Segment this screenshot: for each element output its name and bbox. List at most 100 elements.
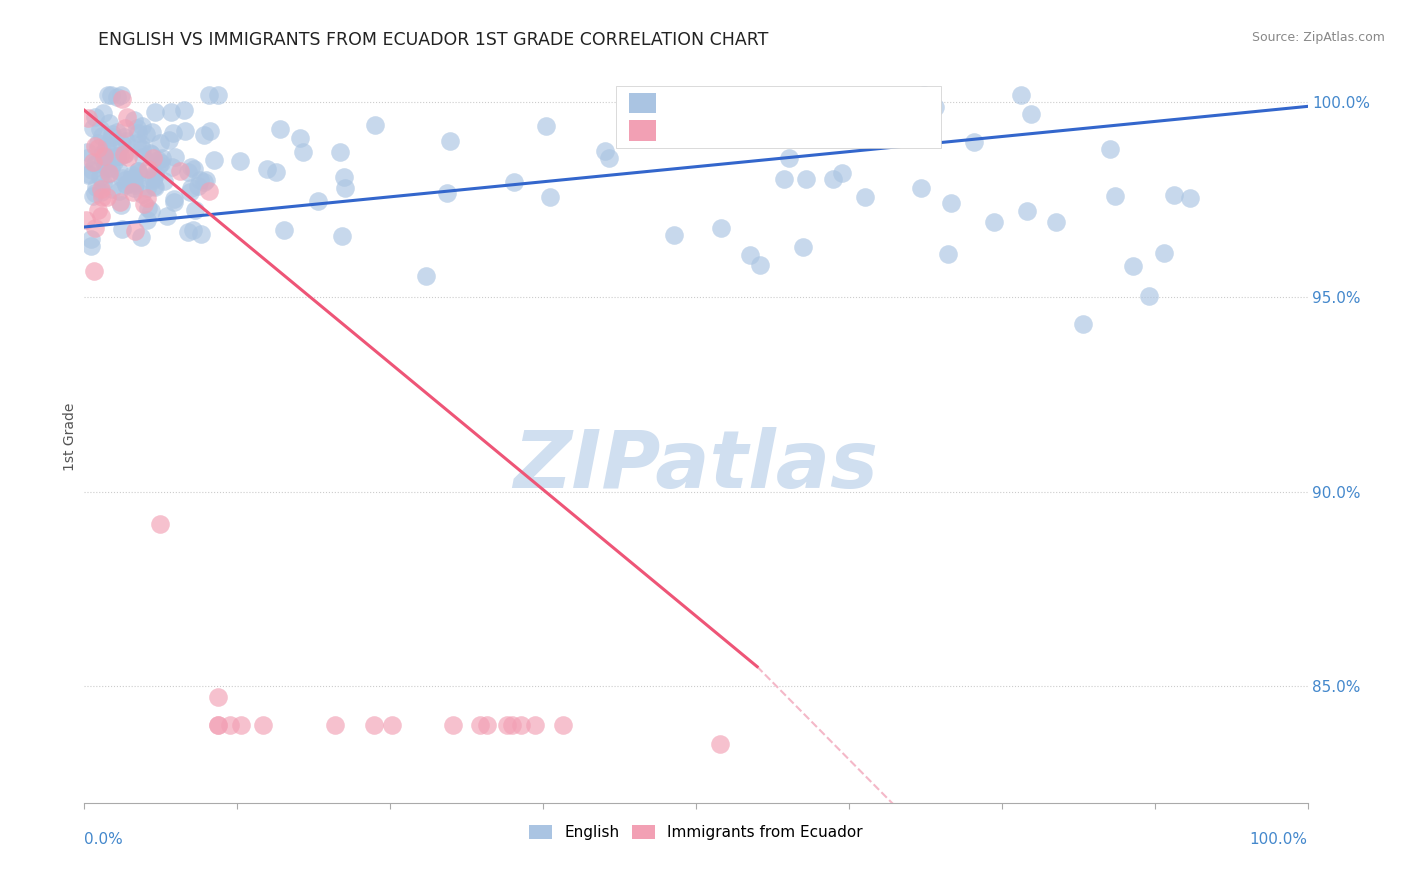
Point: [100, 130, 122, 145]
Legend: English, Immigrants from Ecuador: English, Immigrants from Ecuador: [523, 819, 869, 847]
Point: [127, 136, 149, 150]
Point: [662, 227, 685, 242]
Point: [179, 185, 201, 199]
Point: [127, 121, 149, 136]
Point: [1137, 289, 1160, 303]
Point: [496, 718, 519, 732]
Text: ENGLISH VS IMMIGRANTS FROM ECUADOR 1ST GRADE CORRELATION CHART: ENGLISH VS IMMIGRANTS FROM ECUADOR 1ST G…: [98, 31, 769, 49]
Point: [135, 191, 157, 205]
Point: [162, 194, 184, 209]
Point: [503, 175, 526, 189]
Point: [153, 174, 176, 188]
Point: [509, 718, 531, 732]
Point: [135, 128, 157, 142]
Point: [112, 129, 135, 144]
Point: [97, 165, 120, 179]
Point: [1010, 87, 1032, 102]
Text: ZIPatlas: ZIPatlas: [513, 427, 879, 506]
Point: [329, 145, 352, 160]
Point: [207, 87, 229, 102]
Point: [501, 718, 523, 732]
Point: [912, 87, 935, 102]
Point: [100, 161, 122, 176]
Point: [143, 168, 166, 182]
Point: [939, 196, 962, 211]
Point: [198, 124, 221, 138]
Point: [273, 222, 295, 236]
Point: [97, 116, 120, 130]
Point: [709, 738, 731, 752]
Point: [91, 153, 114, 167]
Point: [97, 167, 120, 181]
Point: [84, 179, 107, 194]
Point: [180, 160, 202, 174]
Point: [149, 136, 172, 150]
Point: [1071, 317, 1094, 331]
Point: [94, 151, 117, 165]
Point: [82, 155, 104, 169]
Point: [87, 203, 110, 218]
Point: [89, 122, 111, 136]
Point: [127, 163, 149, 178]
Point: [136, 181, 159, 195]
Point: [122, 175, 145, 189]
Point: [436, 186, 458, 201]
Text: R = -0.654   N =  47: R = -0.654 N = 47: [665, 121, 834, 140]
Point: [91, 128, 114, 143]
Point: [794, 171, 817, 186]
Point: [141, 124, 163, 138]
Point: [100, 87, 122, 102]
Point: [143, 166, 166, 180]
Point: [89, 170, 111, 185]
Point: [148, 159, 170, 173]
Point: [207, 690, 229, 705]
Point: [188, 173, 211, 187]
Point: [122, 181, 145, 195]
Point: [183, 161, 205, 176]
Point: [470, 718, 492, 732]
Point: [143, 180, 166, 194]
Point: [143, 178, 166, 193]
Point: [551, 718, 574, 732]
Point: [163, 192, 186, 206]
Point: [219, 718, 242, 732]
Point: [114, 134, 136, 148]
Point: [1153, 245, 1175, 260]
Point: [180, 181, 202, 195]
Point: [187, 179, 209, 194]
Point: [710, 220, 733, 235]
Point: [938, 246, 960, 260]
Point: [84, 221, 107, 235]
Point: [335, 181, 357, 195]
Point: [738, 247, 761, 261]
Point: [792, 240, 814, 254]
Text: R =  0.394   N = 176: R = 0.394 N = 176: [665, 94, 838, 112]
Point: [101, 128, 124, 142]
Point: [136, 202, 159, 216]
Point: [87, 136, 110, 150]
Point: [910, 181, 932, 195]
Point: [538, 190, 561, 204]
Point: [181, 223, 204, 237]
Point: [91, 177, 114, 191]
Point: [1163, 187, 1185, 202]
Point: [332, 170, 354, 185]
Point: [853, 190, 876, 204]
Point: [143, 104, 166, 119]
Point: [111, 136, 134, 151]
Point: [94, 153, 117, 167]
Point: [83, 264, 105, 278]
Point: [924, 100, 946, 114]
Point: [129, 230, 152, 244]
Point: [117, 150, 139, 164]
Point: [1180, 191, 1202, 205]
Point: [330, 228, 353, 243]
Point: [141, 147, 163, 161]
Point: [114, 172, 136, 186]
Point: [139, 145, 162, 160]
Point: [162, 126, 184, 140]
Point: [415, 268, 437, 283]
Point: [91, 106, 114, 120]
Point: [122, 170, 145, 185]
Point: [93, 146, 115, 161]
